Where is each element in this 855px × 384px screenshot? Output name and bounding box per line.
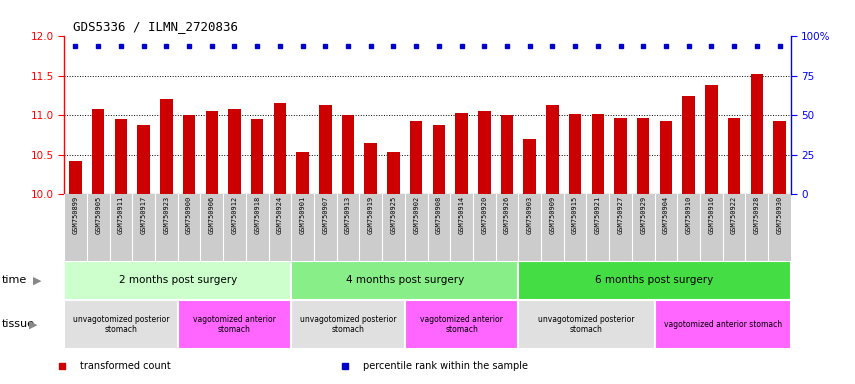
- Text: GSM750928: GSM750928: [754, 196, 760, 234]
- Bar: [319, 105, 332, 194]
- Text: time: time: [2, 275, 27, 285]
- Bar: [92, 109, 104, 194]
- Text: unvagotomized posterior
stomach: unvagotomized posterior stomach: [539, 315, 634, 334]
- Text: GSM750906: GSM750906: [209, 196, 215, 234]
- Text: GSM750915: GSM750915: [572, 196, 578, 234]
- Text: GSM750899: GSM750899: [73, 196, 79, 234]
- Bar: [138, 126, 150, 194]
- Bar: [518, 300, 655, 349]
- Bar: [364, 143, 377, 194]
- Text: GSM750920: GSM750920: [481, 196, 487, 234]
- Text: GSM750925: GSM750925: [391, 196, 397, 234]
- Text: transformed count: transformed count: [80, 361, 171, 371]
- Text: unvagotomized posterior
stomach: unvagotomized posterior stomach: [300, 315, 396, 334]
- Text: GSM750926: GSM750926: [504, 196, 510, 234]
- Text: GSM750914: GSM750914: [458, 196, 464, 234]
- Bar: [64, 300, 178, 349]
- Text: GSM750927: GSM750927: [617, 196, 623, 234]
- Text: GSM750923: GSM750923: [163, 196, 169, 234]
- Bar: [228, 109, 241, 194]
- Bar: [292, 300, 404, 349]
- Text: unvagotomized posterior
stomach: unvagotomized posterior stomach: [73, 315, 169, 334]
- Bar: [404, 300, 518, 349]
- Bar: [655, 300, 791, 349]
- Text: GSM750929: GSM750929: [640, 196, 646, 234]
- Bar: [773, 121, 786, 194]
- Bar: [342, 115, 354, 194]
- Bar: [64, 261, 292, 300]
- Text: GSM750903: GSM750903: [527, 196, 533, 234]
- Text: GSM750921: GSM750921: [595, 196, 601, 234]
- Bar: [297, 152, 309, 194]
- Bar: [205, 111, 218, 194]
- Bar: [160, 99, 173, 194]
- Text: GSM750912: GSM750912: [232, 196, 238, 234]
- Text: GSM750922: GSM750922: [731, 196, 737, 234]
- Text: GSM750930: GSM750930: [776, 196, 782, 234]
- Bar: [523, 139, 536, 194]
- Text: GSM750907: GSM750907: [322, 196, 328, 234]
- Bar: [637, 118, 650, 194]
- Text: GSM750901: GSM750901: [299, 196, 305, 234]
- Text: 2 months post surgery: 2 months post surgery: [119, 275, 237, 285]
- Bar: [69, 161, 82, 194]
- Text: GSM750924: GSM750924: [277, 196, 283, 234]
- Bar: [387, 152, 399, 194]
- Bar: [705, 85, 717, 194]
- Text: GSM750902: GSM750902: [413, 196, 419, 234]
- Text: GDS5336 / ILMN_2720836: GDS5336 / ILMN_2720836: [73, 20, 238, 33]
- Bar: [546, 105, 558, 194]
- Text: 4 months post surgery: 4 months post surgery: [345, 275, 464, 285]
- Bar: [292, 261, 518, 300]
- Bar: [660, 121, 672, 194]
- Bar: [751, 74, 763, 194]
- Text: GSM750908: GSM750908: [436, 196, 442, 234]
- Bar: [410, 121, 422, 194]
- Text: GSM750918: GSM750918: [254, 196, 260, 234]
- Text: GSM750909: GSM750909: [550, 196, 556, 234]
- Text: vagotomized anterior
stomach: vagotomized anterior stomach: [420, 315, 503, 334]
- Text: vagotomized anterior stomach: vagotomized anterior stomach: [663, 320, 781, 329]
- Text: GSM750917: GSM750917: [140, 196, 146, 234]
- Bar: [251, 119, 263, 194]
- Text: GSM750913: GSM750913: [345, 196, 351, 234]
- Bar: [178, 300, 292, 349]
- Text: tissue: tissue: [2, 319, 35, 329]
- Bar: [518, 261, 791, 300]
- Bar: [569, 114, 581, 194]
- Bar: [614, 118, 627, 194]
- Text: 6 months post surgery: 6 months post surgery: [595, 275, 714, 285]
- Bar: [592, 114, 604, 194]
- Bar: [274, 103, 286, 194]
- Bar: [115, 119, 127, 194]
- Bar: [682, 96, 695, 194]
- Text: GSM750910: GSM750910: [686, 196, 692, 234]
- Text: percentile rank within the sample: percentile rank within the sample: [363, 361, 528, 371]
- Text: vagotomized anterior
stomach: vagotomized anterior stomach: [193, 315, 276, 334]
- Bar: [478, 111, 491, 194]
- Bar: [728, 118, 740, 194]
- Text: GSM750911: GSM750911: [118, 196, 124, 234]
- Text: GSM750904: GSM750904: [663, 196, 669, 234]
- Text: GSM750900: GSM750900: [186, 196, 192, 234]
- Bar: [501, 115, 513, 194]
- Text: GSM750905: GSM750905: [95, 196, 101, 234]
- Text: GSM750916: GSM750916: [709, 196, 715, 234]
- Bar: [456, 113, 468, 194]
- Bar: [433, 126, 445, 194]
- Text: GSM750919: GSM750919: [368, 196, 374, 234]
- Text: ▶: ▶: [29, 319, 38, 329]
- Bar: [183, 115, 195, 194]
- Text: ▶: ▶: [32, 275, 41, 285]
